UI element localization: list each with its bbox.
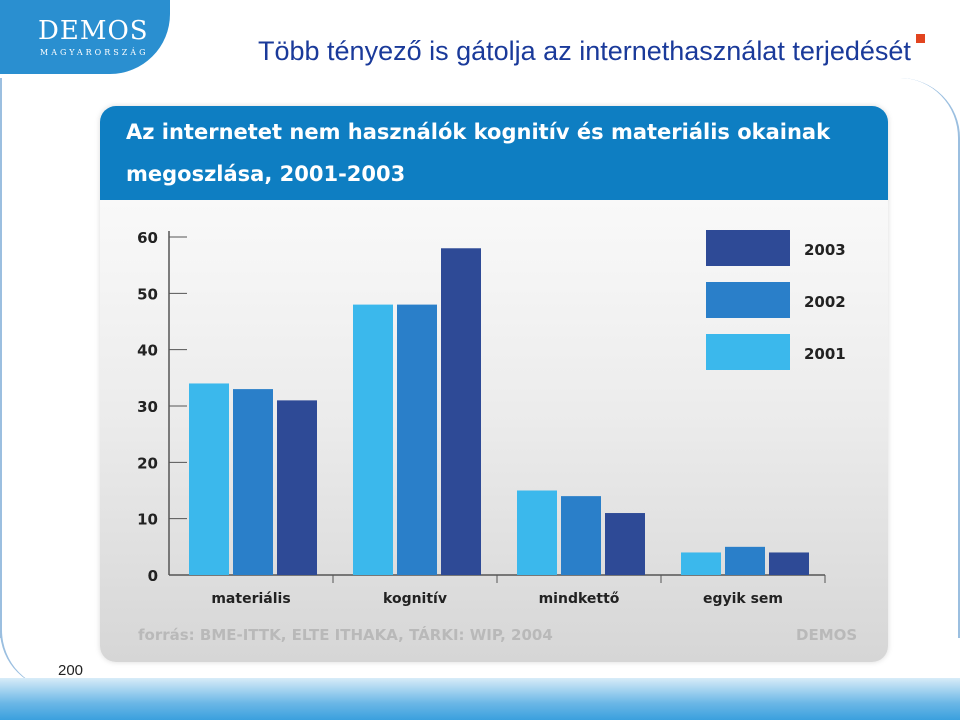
bar-kognitív-2003 [441,248,481,575]
slide-frame-right [880,78,960,638]
bar-egyik sem-2002 [725,546,765,575]
y-tick-label-10: 10 [137,511,158,529]
slide-title: Több tényező is gátolja az internethaszn… [258,36,911,66]
legend-label-2002: 2002 [804,293,846,311]
bar-kognitív-2001 [353,304,393,575]
y-tick-label-30: 30 [137,398,158,416]
y-tick-label-0: 0 [148,567,158,585]
chart-header: Az internetet nem használók kognitív és … [100,106,888,200]
chart-title-line-2: megoszlása, 2001-2003 [126,162,406,186]
x-tick-label-egyik sem: egyik sem [703,591,783,607]
legend-label-2003: 2003 [804,241,846,259]
bar-chart: 0 10 20 30 40 50 60 materiális kognitív mindkettő… [137,229,846,607]
x-tick-label-materiális: materiális [211,591,290,607]
y-tick-label-50: 50 [137,285,158,303]
footer-text: 200 [58,662,84,679]
bar-materiális-2003 [277,400,317,575]
x-tick-label-kognitív: kognitív [383,591,447,607]
source-mark: DEMOS [796,626,858,644]
y-tick-label-60: 60 [137,229,158,247]
legend-swatch-2001 [706,334,790,370]
x-tick-label-mindkettő: mindkettő [539,591,620,607]
logo-sub-text: MAGYARORSZÁG [40,48,149,57]
chart-card: Az internetet nem használók kognitív és … [100,106,888,662]
bar-kognitív-2002 [397,304,437,575]
demos-logo: DEMOS MAGYARORSZÁG [0,0,170,74]
accent-square-icon [916,34,925,43]
y-tick-label-20: 20 [137,454,158,472]
bar-materiális-2001 [189,383,229,575]
source-note: forrás: BME-ITTK, ELTE ITHAKA, TÁRKI: WI… [138,626,553,644]
legend-swatch-2002 [706,282,790,318]
bar-mindkettő-2002 [561,496,601,575]
bar-mindkettő-2003 [605,513,645,575]
y-tick-label-40: 40 [137,342,158,360]
bar-materiális-2002 [233,389,273,575]
chart-title-line-1: Az internetet nem használók kognitív és … [126,120,831,144]
legend-label-2001: 2001 [804,345,846,363]
slide-frame-left [0,78,2,638]
bar-egyik sem-2001 [681,552,721,575]
legend-swatch-2003 [706,230,790,266]
bar-mindkettő-2001 [517,490,557,575]
bottom-bar [0,678,960,720]
bar-egyik sem-2003 [769,552,809,575]
logo-main-text: DEMOS [38,16,149,46]
